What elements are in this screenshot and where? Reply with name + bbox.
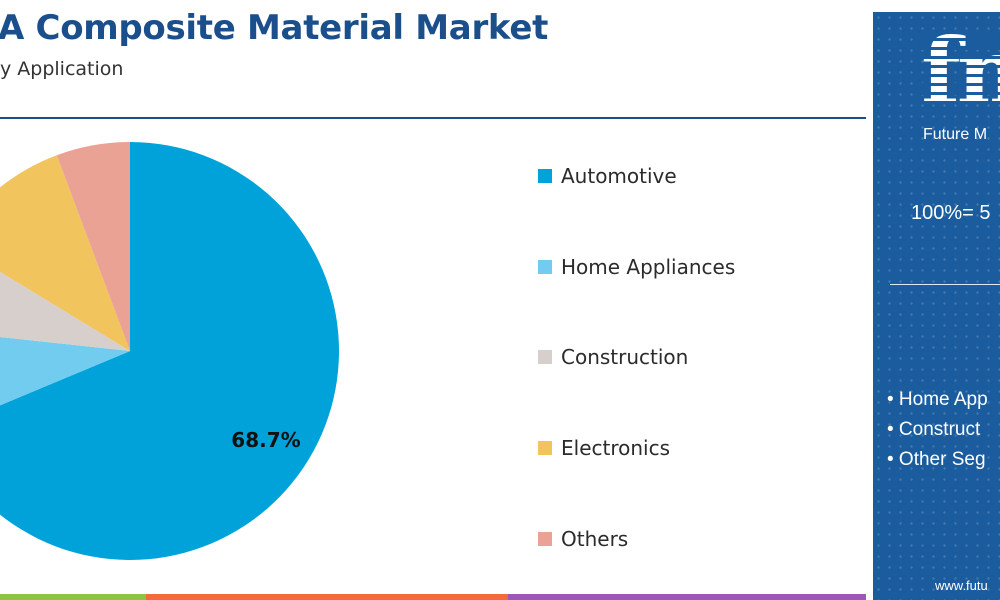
legend-label: Electronics (561, 436, 671, 460)
sidebar-segment-item: • Home App (887, 389, 988, 410)
pie-slice-electronics (0, 155, 130, 351)
legend-item: Automotive (538, 164, 677, 188)
legend-swatch (538, 350, 552, 364)
legend-swatch (538, 441, 552, 455)
sidebar-segment-item: • Other Seg (887, 449, 986, 470)
pie-slice-automotive (0, 142, 339, 560)
sidebar-divider (890, 284, 1000, 285)
market-total-label: 100%= 5 (911, 202, 991, 224)
bottom-bar-segment-green (0, 594, 146, 600)
chart-legend: Automotive Home Appliances Construction Ele… (538, 0, 858, 600)
legend-item: Construction (538, 345, 688, 369)
sidebar-dot-pattern (873, 12, 1000, 600)
legend-swatch (538, 169, 552, 183)
pie-chart: 68.7% (0, 142, 339, 560)
brand-sidebar: fm Future M 100%= 5 • Home App • Constru… (873, 12, 1000, 600)
legend-label: Home Appliances (561, 255, 736, 279)
legend-swatch (538, 532, 552, 546)
legend-label: Automotive (561, 164, 677, 188)
legend-item: Others (538, 527, 628, 551)
brand-name: Future M (923, 126, 988, 143)
chart-title: A Composite Material Market (0, 8, 549, 48)
sidebar-segment-item: • Construct (887, 419, 981, 440)
website-url[interactable]: www.futu (935, 578, 988, 593)
legend-label: Others (561, 527, 629, 551)
bottom-bar-segment-orange (146, 594, 508, 600)
pie-slice-home-appliances (0, 337, 130, 406)
legend-item: Electronics (538, 436, 670, 460)
legend-label: Construction (561, 345, 689, 369)
header-divider (0, 117, 866, 119)
bottom-color-bar (0, 594, 866, 600)
pie-slice-others (56, 142, 130, 351)
bottom-bar-segment-purple (508, 594, 866, 600)
logo-stripe-overlay (913, 38, 1000, 108)
pie-data-label: 68.7% (231, 428, 300, 452)
sidebar-segment-list: • Home App • Construct • Other Seg (887, 389, 988, 479)
chart-subtitle: y Application (0, 58, 124, 80)
legend-item: Home Appliances (538, 255, 735, 279)
legend-swatch (538, 260, 552, 274)
